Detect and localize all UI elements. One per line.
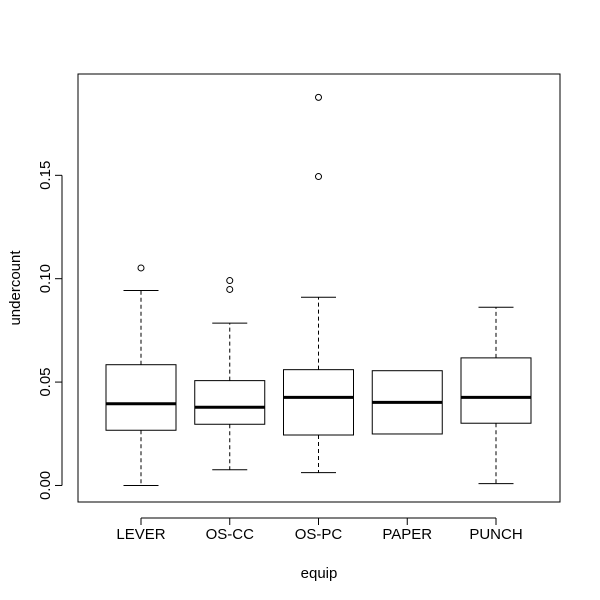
box-iqr bbox=[283, 369, 354, 436]
outlier-point bbox=[137, 264, 145, 272]
x-tick-label: PUNCH bbox=[469, 526, 522, 543]
box-os-pc bbox=[283, 93, 354, 474]
y-tick-label: 0.05 bbox=[37, 367, 54, 396]
y-axis-label: undercount bbox=[7, 250, 24, 326]
box-os-cc bbox=[194, 277, 266, 471]
x-axis: LEVER OS-CC OS-PC PAPER PUNCH bbox=[116, 517, 523, 543]
y-tick-label: 0.15 bbox=[37, 161, 54, 190]
x-axis-label: equip bbox=[301, 565, 338, 582]
y-tick-label: 0.10 bbox=[37, 264, 54, 293]
x-tick-label: OS-CC bbox=[206, 526, 255, 543]
outlier-point bbox=[226, 285, 234, 293]
y-axis: 0.00 0.05 0.10 0.15 bbox=[37, 161, 63, 500]
box-lever bbox=[105, 264, 177, 486]
x-tick-label: PAPER bbox=[382, 526, 432, 543]
outlier-point bbox=[226, 277, 234, 285]
outlier-point bbox=[315, 93, 322, 101]
box-paper bbox=[371, 370, 443, 435]
x-tick-label: OS-PC bbox=[295, 526, 343, 543]
boxes-group bbox=[105, 93, 532, 486]
box-iqr bbox=[460, 357, 532, 424]
outlier-point bbox=[315, 173, 322, 181]
x-tick-label: LEVER bbox=[116, 526, 165, 543]
box-punch bbox=[460, 306, 532, 485]
plot-frame bbox=[77, 73, 561, 503]
box-iqr bbox=[105, 364, 177, 431]
box-iqr bbox=[194, 380, 266, 425]
y-tick-label: 0.00 bbox=[37, 471, 54, 500]
